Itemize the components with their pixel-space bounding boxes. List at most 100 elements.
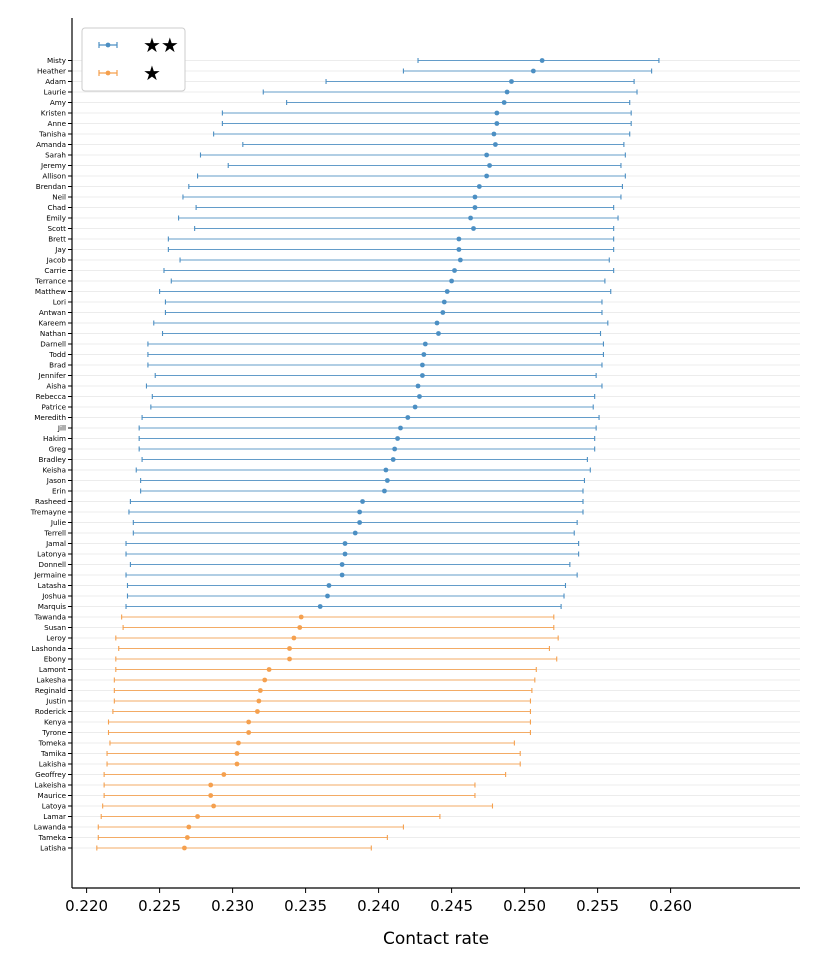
errorbar-roderick bbox=[112, 709, 531, 714]
point-marker bbox=[509, 79, 514, 84]
errorbar-brad bbox=[147, 362, 603, 368]
errorbar-allison bbox=[197, 173, 626, 179]
errorbar-tamika bbox=[106, 751, 521, 756]
point-marker bbox=[539, 58, 545, 63]
point-marker bbox=[360, 499, 365, 504]
y-tick-label: Amy bbox=[50, 98, 67, 107]
point-marker bbox=[211, 803, 217, 809]
errorbar-kenya bbox=[107, 719, 531, 725]
errorbar-jermaine bbox=[125, 572, 578, 578]
y-tick-label: Meredith bbox=[34, 413, 66, 422]
y-tick-label: Patrice bbox=[41, 402, 66, 411]
point-marker bbox=[440, 310, 446, 315]
y-tick-label: Leroy bbox=[46, 633, 66, 642]
errorbar-sarah bbox=[199, 152, 626, 158]
errorbar-emily bbox=[178, 215, 619, 221]
errorbar-rasheed bbox=[129, 499, 584, 504]
point-marker bbox=[182, 845, 187, 851]
errorbar-neil bbox=[182, 194, 622, 200]
errorbar-amanda bbox=[242, 142, 625, 147]
y-tick-label: Julie bbox=[50, 518, 67, 527]
point-marker bbox=[421, 352, 427, 357]
errorbar-lori bbox=[164, 299, 603, 305]
point-marker bbox=[357, 509, 363, 515]
x-axis-label: Contact rate bbox=[383, 929, 489, 949]
y-tick-label: Latoya bbox=[42, 801, 66, 810]
errorbar-meredith bbox=[141, 415, 600, 420]
point-marker bbox=[420, 362, 425, 368]
errorbar-tanisha bbox=[213, 131, 631, 137]
x-tick-label: 0.230 bbox=[211, 897, 254, 915]
point-marker bbox=[487, 163, 492, 168]
point-marker bbox=[491, 131, 497, 137]
y-tick-label: Tyrone bbox=[41, 728, 66, 737]
y-tick-label: Aisha bbox=[46, 381, 66, 390]
errorbar-misty bbox=[417, 58, 660, 63]
point-marker bbox=[493, 142, 498, 147]
y-tick-label: Scott bbox=[47, 224, 66, 233]
y-tick-label: Chad bbox=[47, 203, 66, 212]
point-marker bbox=[382, 488, 387, 494]
point-marker bbox=[291, 635, 297, 641]
errorbar-tameka bbox=[97, 835, 388, 840]
legend-entry: ★★ bbox=[98, 33, 179, 57]
y-tick-label: Lakesha bbox=[37, 675, 66, 684]
y-tick-label: Jason bbox=[46, 476, 66, 485]
point-marker bbox=[262, 677, 268, 683]
point-marker bbox=[472, 194, 478, 200]
y-tick-label: Brendan bbox=[36, 182, 66, 191]
point-marker bbox=[234, 761, 240, 767]
y-tick-label: Susan bbox=[44, 623, 66, 632]
point-marker bbox=[405, 415, 411, 420]
y-tick-label: Brad bbox=[49, 360, 66, 369]
point-marker bbox=[494, 110, 500, 116]
errorbar-darnell bbox=[147, 341, 604, 347]
errorbar-brett bbox=[167, 236, 615, 242]
errorbar-heather bbox=[402, 68, 653, 74]
legend-label: ★★ bbox=[143, 33, 179, 57]
point-marker bbox=[390, 457, 396, 462]
point-marker bbox=[530, 68, 536, 74]
point-marker bbox=[339, 572, 345, 578]
y-tick-label: Jamal bbox=[45, 539, 66, 548]
point-marker bbox=[395, 436, 400, 441]
errorbar-lamar bbox=[100, 814, 441, 819]
point-marker bbox=[325, 593, 330, 599]
errorbar-kristen bbox=[221, 110, 632, 116]
x-tick-label: 0.220 bbox=[65, 897, 108, 915]
point-marker bbox=[342, 541, 348, 546]
point-marker bbox=[456, 236, 462, 242]
y-tick-label: Tomeka bbox=[38, 738, 66, 747]
y-tick-label: Reginald bbox=[35, 686, 66, 695]
x-axis: 0.220 0.225 0.230 0.235 0.240 0.245 0.250 0.255… bbox=[65, 888, 692, 915]
errorbar-latasha bbox=[126, 583, 567, 588]
errorbar-nathan bbox=[161, 331, 602, 336]
point-marker bbox=[504, 89, 510, 95]
errorbar-marquis bbox=[125, 604, 562, 609]
y-tick-label: Lakeisha bbox=[35, 780, 66, 789]
y-tick-label: Geoffrey bbox=[35, 770, 67, 779]
legend-marker bbox=[105, 70, 111, 76]
point-marker bbox=[287, 656, 292, 662]
y-tick-label: Neil bbox=[52, 192, 66, 201]
y-tick-label: Matthew bbox=[35, 287, 66, 296]
point-marker bbox=[384, 478, 390, 483]
y-tick-label: Misty bbox=[47, 56, 67, 65]
point-marker bbox=[184, 835, 190, 840]
errorbar-latonya bbox=[125, 551, 580, 557]
errorbar-leroy bbox=[115, 635, 559, 641]
point-marker bbox=[417, 394, 422, 399]
point-marker bbox=[234, 751, 240, 756]
point-marker bbox=[415, 383, 421, 389]
errorbar-greg bbox=[138, 446, 596, 452]
point-marker bbox=[452, 268, 457, 273]
x-tick-label: 0.255 bbox=[576, 897, 619, 915]
y-tick-label: Adam bbox=[45, 77, 66, 86]
x-tick-label: 0.250 bbox=[503, 897, 546, 915]
grid-lines bbox=[72, 60, 800, 849]
point-marker bbox=[257, 688, 263, 693]
y-tick-label: Kenya bbox=[44, 717, 66, 726]
point-marker bbox=[221, 772, 227, 777]
point-marker bbox=[456, 247, 462, 252]
